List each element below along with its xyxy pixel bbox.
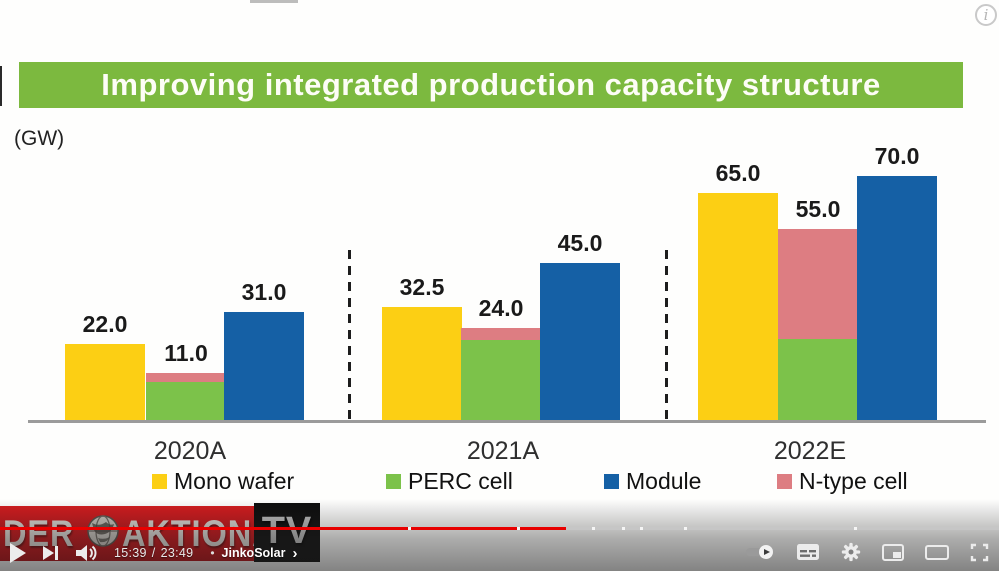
chapter-title: JinkoSolar — [221, 546, 286, 560]
current-time: 15:39 — [114, 546, 147, 560]
legend-swatch — [152, 473, 167, 489]
progress-bar[interactable] — [0, 527, 999, 530]
slide-title: Improving integrated production capacity… — [19, 62, 963, 108]
top-edge-artifact — [250, 0, 298, 3]
chapter-marker — [517, 527, 521, 530]
bar-module — [224, 312, 304, 421]
subtitles-button[interactable] — [796, 543, 820, 561]
legend-label: Module — [626, 468, 702, 494]
bar-label-mono-wafer: 22.0 — [82, 311, 128, 337]
group-separator-dashed-line — [665, 250, 668, 421]
bar-label-mono-wafer: 65.0 — [715, 160, 761, 186]
chapter-marker — [854, 527, 858, 530]
chapter-marker — [622, 527, 626, 530]
volume-icon[interactable] — [75, 543, 99, 563]
chapter-marker — [640, 527, 644, 530]
bar-label-module: 31.0 — [241, 279, 287, 305]
chapter-marker — [407, 527, 411, 530]
legend-swatch — [777, 473, 792, 489]
bar-label-module: 70.0 — [874, 143, 920, 169]
miniplayer-button[interactable] — [882, 543, 904, 561]
legend-item-perc-cell: PERC cell — [386, 468, 513, 494]
category-label-2022e: 2022E — [773, 437, 847, 465]
duration: 23:49 — [160, 546, 194, 560]
chapter-marker — [592, 527, 596, 530]
category-label-2021a: 2021A — [466, 437, 540, 465]
category-label-2020a: 2020A — [153, 437, 227, 465]
info-icon[interactable]: i — [975, 4, 997, 26]
time-display: 15:39 / 23:49 — [114, 546, 193, 560]
play-button[interactable] — [8, 542, 27, 564]
legend-label: PERC cell — [408, 468, 513, 494]
chapter-marker — [684, 527, 688, 530]
bar-module — [540, 263, 620, 421]
unit-label: (GW) — [14, 127, 65, 150]
legend-item-module: Module — [604, 468, 701, 494]
settings-gear-icon[interactable] — [841, 542, 861, 562]
bar-perc-cell — [461, 340, 541, 421]
bar-n-type-cell — [461, 328, 541, 340]
bar-label-cell-total: 11.0 — [164, 340, 208, 366]
bar-mono-wafer — [65, 344, 145, 421]
bar-label-cell-total: 24.0 — [478, 295, 524, 321]
time-separator: / — [151, 546, 156, 560]
legend-swatch — [604, 473, 619, 489]
bar-n-type-cell — [146, 373, 226, 382]
legend-swatch — [386, 473, 401, 489]
bar-n-type-cell — [778, 229, 858, 339]
bar-module — [857, 176, 937, 421]
theater-mode-button[interactable] — [925, 544, 949, 560]
controls-gradient-overlay — [0, 499, 999, 571]
bar-label-cell-total: 55.0 — [795, 196, 841, 222]
x-axis-line — [28, 420, 986, 423]
chapter-chevron-icon: › — [292, 544, 298, 562]
bar-perc-cell — [146, 382, 226, 421]
chapter-button[interactable]: • JinkoSolar › — [208, 545, 297, 562]
left-edge-artifact — [0, 66, 2, 106]
next-button[interactable] — [42, 544, 60, 562]
bar-mono-wafer — [382, 307, 462, 421]
bar-perc-cell — [778, 339, 858, 421]
chapter-bullet: • — [210, 546, 215, 560]
progress-bar-played — [0, 527, 567, 530]
legend-label: N-type cell — [799, 468, 908, 494]
bar-mono-wafer — [698, 193, 778, 421]
legend-label: Mono wafer — [174, 468, 295, 494]
bar-label-module: 45.0 — [557, 230, 603, 256]
autoplay-toggle[interactable] — [745, 544, 775, 560]
group-separator-dashed-line — [348, 250, 351, 421]
fullscreen-button[interactable] — [970, 543, 989, 562]
bar-label-mono-wafer: 32.5 — [399, 274, 445, 300]
legend-item-n-type-cell: N-type cell — [777, 468, 908, 494]
legend-item-mono-wafer: Mono wafer — [152, 468, 294, 494]
